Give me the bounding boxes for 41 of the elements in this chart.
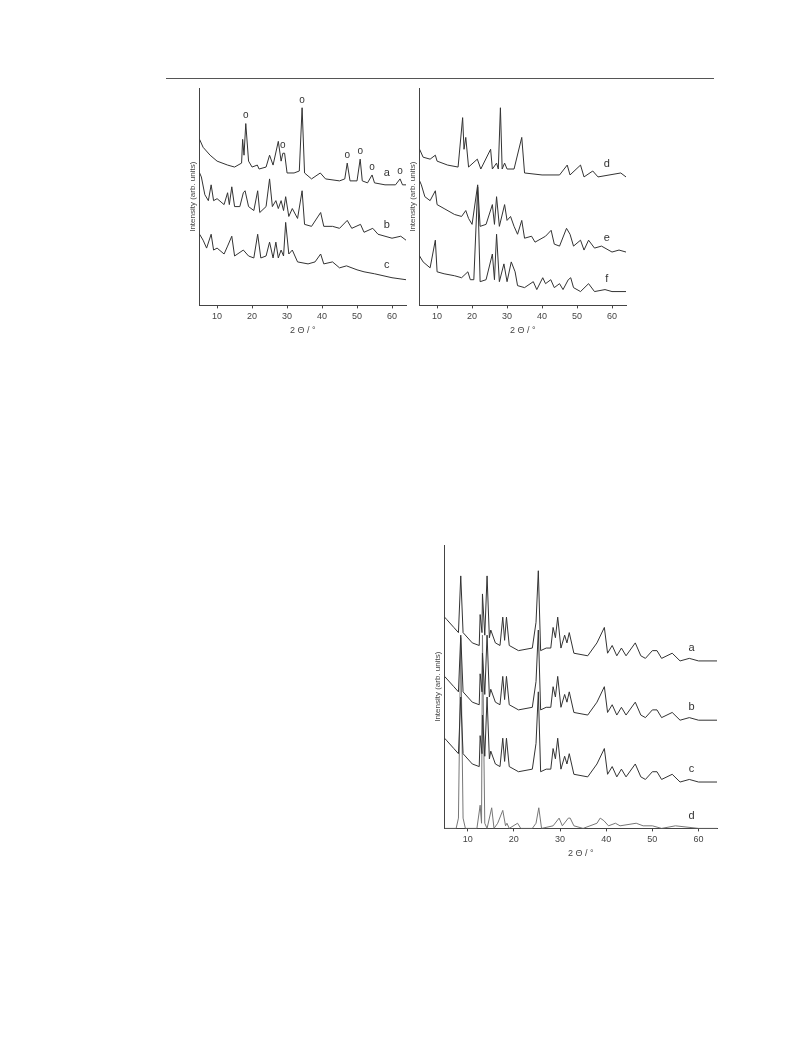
x-axis-title: 2 Θ / ° xyxy=(510,325,536,336)
x-tick-label: 40 xyxy=(601,834,612,845)
x-tick-label: 20 xyxy=(247,311,258,322)
series-label: c xyxy=(384,258,391,271)
series-label: d xyxy=(603,156,610,169)
annotation: o xyxy=(397,164,404,176)
x-tick-label: 20 xyxy=(508,834,519,845)
annotation: o xyxy=(344,148,351,160)
x-tick-label: 10 xyxy=(462,834,473,845)
y-axis-title: Intensity (arb. units) xyxy=(433,651,442,722)
x-tick-label: 40 xyxy=(537,311,548,322)
y-axis-title: Intensity (arb. units) xyxy=(408,161,417,232)
x-tick-label: 50 xyxy=(647,834,658,845)
annotation: o xyxy=(299,93,306,105)
x-tick-label: 40 xyxy=(317,311,328,322)
series-label: a xyxy=(383,166,391,179)
annotation: o xyxy=(369,160,376,172)
y-axis-title: Intensity (arb. units) xyxy=(188,161,197,232)
x-tick-label: 50 xyxy=(572,311,583,322)
series-label: d xyxy=(688,809,695,822)
series-label: e xyxy=(603,230,610,243)
x-tick-label: 60 xyxy=(693,834,704,845)
x-tick-label: 30 xyxy=(555,834,566,845)
series-label: a xyxy=(688,640,696,653)
x-tick-label: 60 xyxy=(387,311,398,322)
series-label: b xyxy=(383,218,390,231)
x-tick-label: 60 xyxy=(607,311,618,322)
x-axis-title: 2 Θ / ° xyxy=(568,848,594,859)
series-label: c xyxy=(688,761,695,774)
x-tick-label: 30 xyxy=(282,311,293,322)
x-tick-label: 20 xyxy=(467,311,478,322)
series-label: b xyxy=(688,699,695,712)
annotation: o xyxy=(243,109,249,121)
x-tick-label: 50 xyxy=(352,311,363,322)
series-label: f xyxy=(605,271,610,284)
x-tick-label: 30 xyxy=(502,311,513,322)
x-tick-label: 10 xyxy=(212,311,223,322)
annotation: o xyxy=(280,138,287,150)
x-tick-label: 10 xyxy=(432,311,443,322)
annotation: o xyxy=(357,144,364,156)
x-axis-title: 2 Θ / ° xyxy=(290,325,316,336)
